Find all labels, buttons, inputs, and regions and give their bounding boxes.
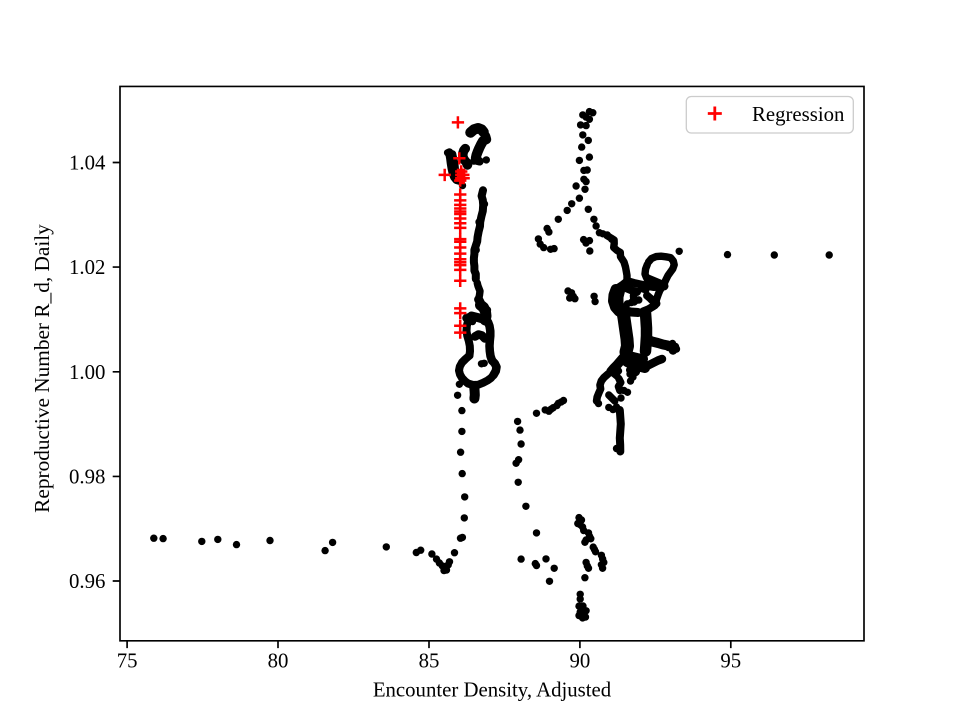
svg-text:1.00: 1.00 (69, 361, 105, 384)
svg-text:80: 80 (268, 650, 289, 673)
svg-text:Regression: Regression (752, 103, 845, 126)
svg-text:95: 95 (720, 650, 741, 673)
svg-text:Encounter Density, Adjusted: Encounter Density, Adjusted (373, 679, 612, 702)
svg-text:0.98: 0.98 (69, 466, 105, 489)
svg-text:1.02: 1.02 (69, 256, 105, 279)
svg-text:90: 90 (570, 650, 591, 673)
svg-text:Reproductive Number R_d, Daily: Reproductive Number R_d, Daily (30, 224, 54, 513)
svg-text:0.96: 0.96 (69, 570, 105, 593)
svg-text:1.04: 1.04 (69, 152, 106, 175)
svg-text:85: 85 (419, 650, 440, 673)
svg-text:75: 75 (117, 650, 138, 673)
